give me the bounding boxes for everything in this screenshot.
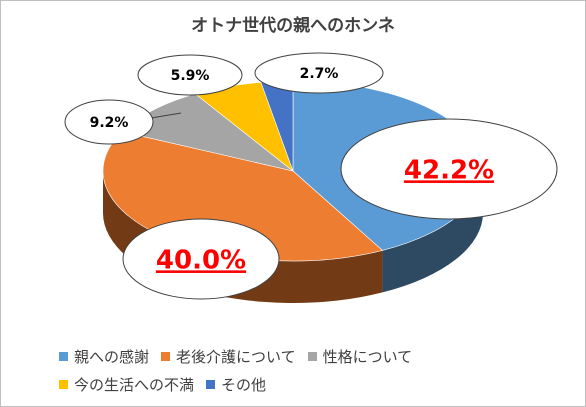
data-label-bubble-elder-care: [122, 218, 280, 300]
legend-row-2: 今の生活への不満 その他: [59, 374, 278, 395]
chart-title: オトナ世代の親へのホンネ: [191, 16, 395, 36]
pie-labels: 42.2% 40.0% 9.2% 5.9% 2.7%: [64, 52, 558, 300]
data-label-bubble-gratitude: [340, 118, 558, 220]
legend-item-elder-care: 老後介護について: [161, 346, 296, 367]
legend-label: 今の生活への不満: [74, 376, 195, 394]
legend-swatch: [59, 352, 68, 361]
legend-row-1: 親への感謝 老後介護について 性格について: [59, 346, 424, 367]
legend-label: その他: [221, 376, 267, 394]
legend-swatch: [206, 380, 216, 389]
data-label-personality: 9.2%: [90, 115, 129, 131]
legend-item-gratitude: 親への感謝: [59, 346, 149, 367]
data-label-bubble-personality: [64, 99, 154, 145]
legend-item-other: その他: [206, 374, 266, 395]
legend-label: 性格について: [322, 348, 413, 366]
pie-side-gratitude: [382, 171, 483, 293]
legend-label: 老後介護について: [176, 348, 296, 366]
legend-swatch: [307, 352, 317, 361]
data-label-gratitude: 42.2%: [404, 155, 494, 185]
pie-chart: 42.2% 40.0% 9.2% 5.9% 2.7%: [64, 52, 558, 303]
data-label-dissatisfaction: 5.9%: [171, 68, 210, 84]
leader-line-personality: [150, 112, 182, 119]
legend-label: 親への感謝: [74, 348, 150, 366]
data-label-other: 2.7%: [300, 66, 339, 82]
legend-item-dissatisfaction: 今の生活への不満: [59, 374, 194, 395]
data-label-elder-care: 40.0%: [156, 245, 246, 275]
data-label-bubble-dissatisfaction: [137, 54, 243, 96]
legend-swatch: [161, 352, 171, 361]
legend-item-personality: 性格について: [307, 346, 413, 367]
legend-swatch: [59, 380, 68, 389]
data-label-bubble-other: [254, 52, 384, 94]
